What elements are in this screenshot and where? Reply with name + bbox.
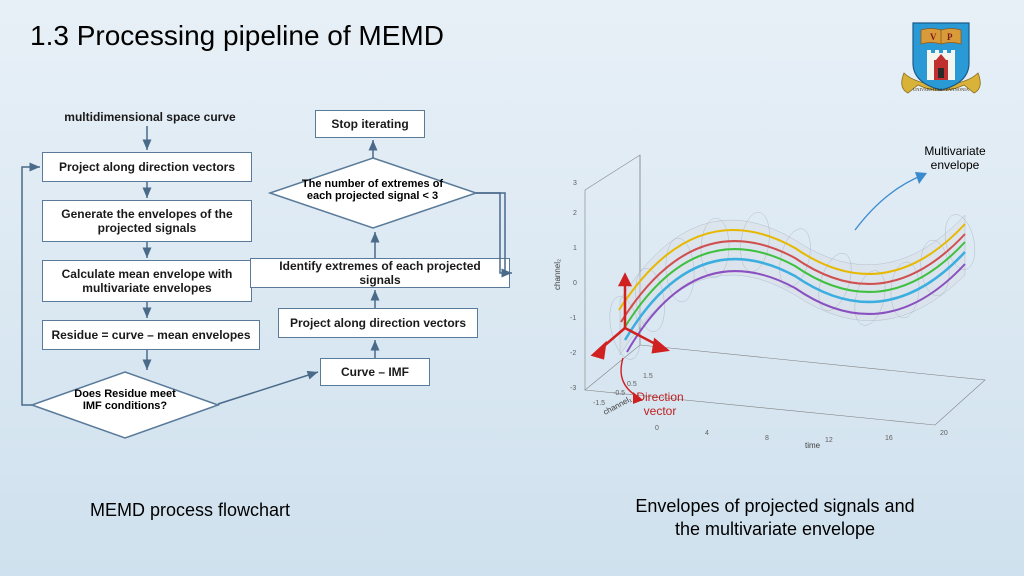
fc-diamond-extremes-label: The number of extremes of each projected… <box>295 178 450 202</box>
svg-text:-1: -1 <box>570 315 576 322</box>
svg-text:4: 4 <box>705 430 709 437</box>
fc-diamond-imf-label: Does Residue meet IMF conditions? <box>60 388 190 412</box>
annot-envelope: Multivariate envelope <box>910 144 1000 172</box>
fc-identify: Identify extremes of each projected sign… <box>250 258 510 288</box>
svg-text:8: 8 <box>765 435 769 442</box>
fc-residue: Residue = curve – mean envelopes <box>42 320 260 350</box>
svg-text:12: 12 <box>825 437 833 444</box>
svg-text:-1.5: -1.5 <box>593 400 605 407</box>
fc-stop: Stop iterating <box>315 110 425 138</box>
svg-text:3: 3 <box>573 180 577 187</box>
envelope-3d-plot: -3-2-1 0123 -1.5-0.50.51.5 048 121620 ch… <box>545 130 995 450</box>
fc-curveimf: Curve – IMF <box>320 358 430 386</box>
fc-envelopes: Generate the envelopes of the projected … <box>42 200 252 242</box>
svg-text:2: 2 <box>573 210 577 217</box>
svg-text:1.5: 1.5 <box>643 373 653 380</box>
fc-project2: Project along direction vectors <box>278 308 478 338</box>
svg-text:-2: -2 <box>570 350 576 357</box>
svg-text:-3: -3 <box>570 385 576 392</box>
memd-flowchart: multidimensional space curve Project alo… <box>20 110 520 480</box>
svg-text:UNIVERSITAS • PANNONIA: UNIVERSITAS • PANNONIA <box>913 87 970 92</box>
svg-text:0.5: 0.5 <box>627 381 637 388</box>
svg-text:20: 20 <box>940 430 948 437</box>
svg-text:time: time <box>805 441 821 450</box>
svg-text:1: 1 <box>573 245 577 252</box>
svg-text:V: V <box>930 32 937 42</box>
fc-mean: Calculate mean envelope with multivariat… <box>42 260 252 302</box>
svg-text:0: 0 <box>573 280 577 287</box>
annot-direction: Direction vector <box>620 390 700 418</box>
svg-text:channel₂: channel₂ <box>553 259 562 290</box>
flowchart-caption: MEMD process flowchart <box>90 500 290 521</box>
svg-text:16: 16 <box>885 435 893 442</box>
university-logo: V P UNIVERSITAS • PANNONIA <box>898 18 984 108</box>
svg-text:P: P <box>947 32 953 42</box>
svg-text:0: 0 <box>655 425 659 432</box>
plot-caption: Envelopes of projected signals and the m… <box>595 495 955 542</box>
fc-start: multidimensional space curve <box>55 110 245 124</box>
page-title: 1.3 Processing pipeline of MEMD <box>30 20 444 52</box>
fc-project1: Project along direction vectors <box>42 152 252 182</box>
